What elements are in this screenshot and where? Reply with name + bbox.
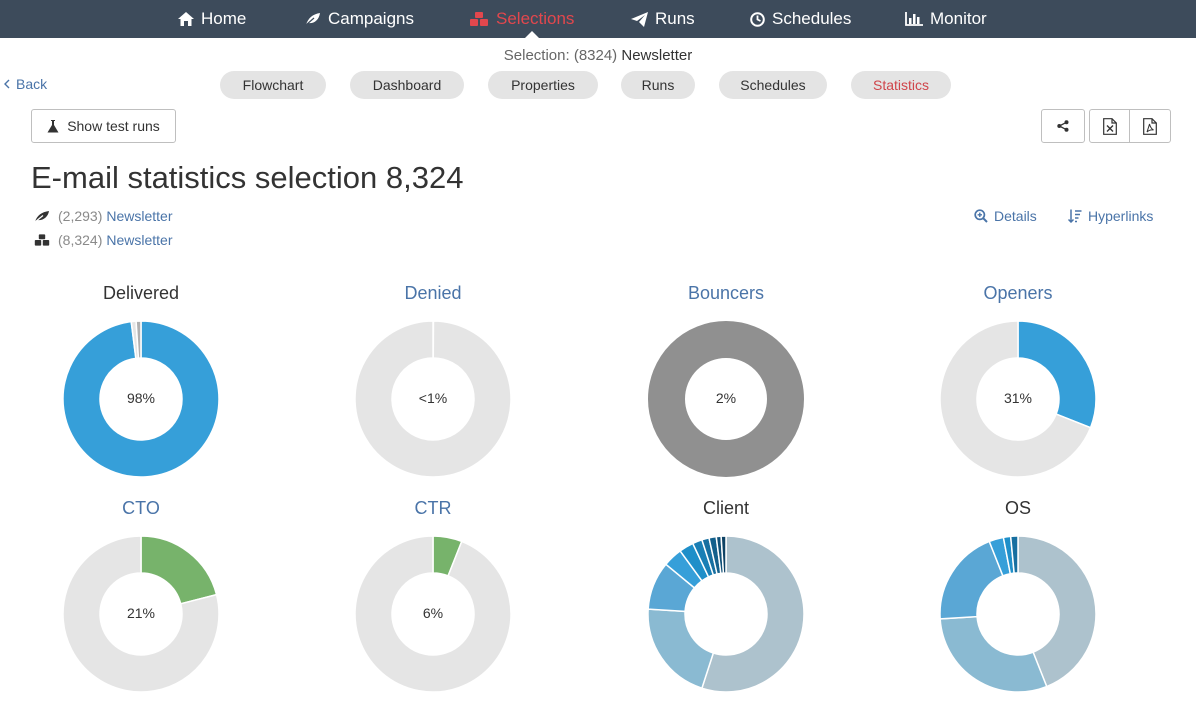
nav-monitor[interactable]: Monitor [905,0,987,38]
denied-slice-1 [354,320,512,478]
tab-dashboard-label: Dashboard [372,77,442,93]
client-chart-title: Client [702,498,750,518]
openers-slice-0 [1017,320,1097,429]
excel-file-icon [1102,117,1117,135]
export-excel-button[interactable] [1089,109,1130,143]
cubes-icon [470,12,488,26]
nav-selections[interactable]: Selections [469,0,574,38]
ctr-slice-1 [354,535,512,693]
source-selection-link[interactable]: Newsletter [106,232,173,248]
sort-icon [1068,209,1082,223]
nav-runs[interactable]: Runs [631,0,695,38]
export-pdf-button[interactable] [1129,109,1171,143]
cubes-icon [34,234,50,246]
denied-donut-chart [354,320,512,478]
tab-statistics-label: Statistics [872,77,929,93]
client-slice-0 [700,535,805,693]
tab-runs-label: Runs [641,77,675,93]
cto-percent-label: 21% [126,605,156,621]
ctr-chart-title[interactable]: CTR [414,498,452,518]
tab-properties-label: Properties [511,77,575,93]
openers-percent-label: 31% [1003,390,1033,406]
source-campaign: (2,293) Newsletter [34,208,173,224]
nav-schedules-label: Schedules [772,9,852,28]
tab-runs[interactable]: Runs [621,71,695,99]
bouncers-chart-title[interactable]: Bouncers [687,283,765,303]
delivered-chart-title: Delivered [102,283,180,303]
source-campaign-link[interactable]: Newsletter [106,208,173,224]
openers-slice-1 [939,320,1092,478]
selection-title: Selection: (8324) Newsletter [0,47,1196,64]
top-nav: Home Campaigns Selections Runs Schedules… [0,0,1196,38]
bouncers-percent-label: 2% [715,390,737,406]
details-label: Details [994,208,1037,224]
denied-chart-title[interactable]: Denied [404,283,462,303]
share-icon [1057,120,1069,132]
source-selection: (8,324) Newsletter [34,232,173,248]
clock-icon [750,11,765,27]
nav-campaigns[interactable]: Campaigns [305,0,414,38]
nav-selections-label: Selections [496,9,575,28]
delivered-percent-label: 98% [126,390,156,406]
pdf-file-icon [1143,117,1157,135]
tab-flowchart[interactable]: Flowchart [220,71,326,99]
tab-schedules[interactable]: Schedules [719,71,827,99]
tab-statistics[interactable]: Statistics [851,71,951,99]
delivered-slice-2 [135,320,142,359]
openers-donut-chart [939,320,1097,478]
selection-name: Newsletter [621,47,693,64]
source-campaign-count: (2,293) [58,208,103,224]
show-test-runs-button[interactable]: Show test runs [31,109,176,143]
nav-campaigns-label: Campaigns [328,9,414,28]
tab-schedules-label: Schedules [740,77,806,93]
client-slice-1 [647,608,715,690]
tab-dashboard[interactable]: Dashboard [350,71,464,99]
nav-home[interactable]: Home [178,0,246,38]
hyperlinks-label: Hyperlinks [1088,208,1154,224]
leaf-icon [34,210,49,222]
back-label: Back [16,76,48,92]
delivered-slice-0 [62,320,220,478]
back-link[interactable]: Back [4,76,47,92]
os-slice-1 [939,615,1048,693]
openers-chart-title[interactable]: Openers [983,283,1053,303]
client-slice-9 [720,535,727,574]
paper-plane-icon [631,11,648,27]
nav-home-label: Home [201,9,247,28]
cto-chart-title[interactable]: CTO [122,498,160,518]
os-chart-title: OS [1004,498,1031,518]
bouncers-slice-0 [648,321,804,477]
os-donut-chart [939,535,1097,693]
bar-chart-icon [905,12,923,26]
client-donut-chart [647,535,805,693]
home-icon [178,12,194,26]
show-test-runs-label: Show test runs [67,118,160,134]
cto-slice-0 [140,535,218,605]
denied-percent-label: <1% [418,390,448,406]
os-slice-0 [1017,535,1097,688]
selection-prefix: Selection: (8324) [503,47,618,64]
chevron-left-icon [4,79,10,89]
nav-schedules[interactable]: Schedules [750,0,851,38]
source-selection-count: (8,324) [58,232,103,248]
page-title: E-mail statistics selection 8,324 [31,160,464,195]
tab-properties[interactable]: Properties [488,71,598,99]
nav-runs-label: Runs [655,9,695,28]
tab-flowchart-label: Flowchart [242,77,304,93]
flask-icon [47,119,59,132]
delivered-donut-chart [62,320,220,478]
details-link[interactable]: Details [974,208,1037,224]
zoom-in-icon [974,209,988,223]
ctr-percent-label: 6% [422,605,444,621]
ctr-donut-chart [354,535,512,693]
leaf-icon [305,13,320,26]
bouncers-donut-chart [648,321,804,477]
share-button[interactable] [1041,109,1085,143]
os-slice-5 [1009,535,1019,574]
cto-donut-chart [62,535,220,693]
active-nav-caret [525,31,539,38]
hyperlinks-link[interactable]: Hyperlinks [1068,208,1153,224]
cto-slice-1 [62,535,220,693]
nav-monitor-label: Monitor [930,9,987,28]
